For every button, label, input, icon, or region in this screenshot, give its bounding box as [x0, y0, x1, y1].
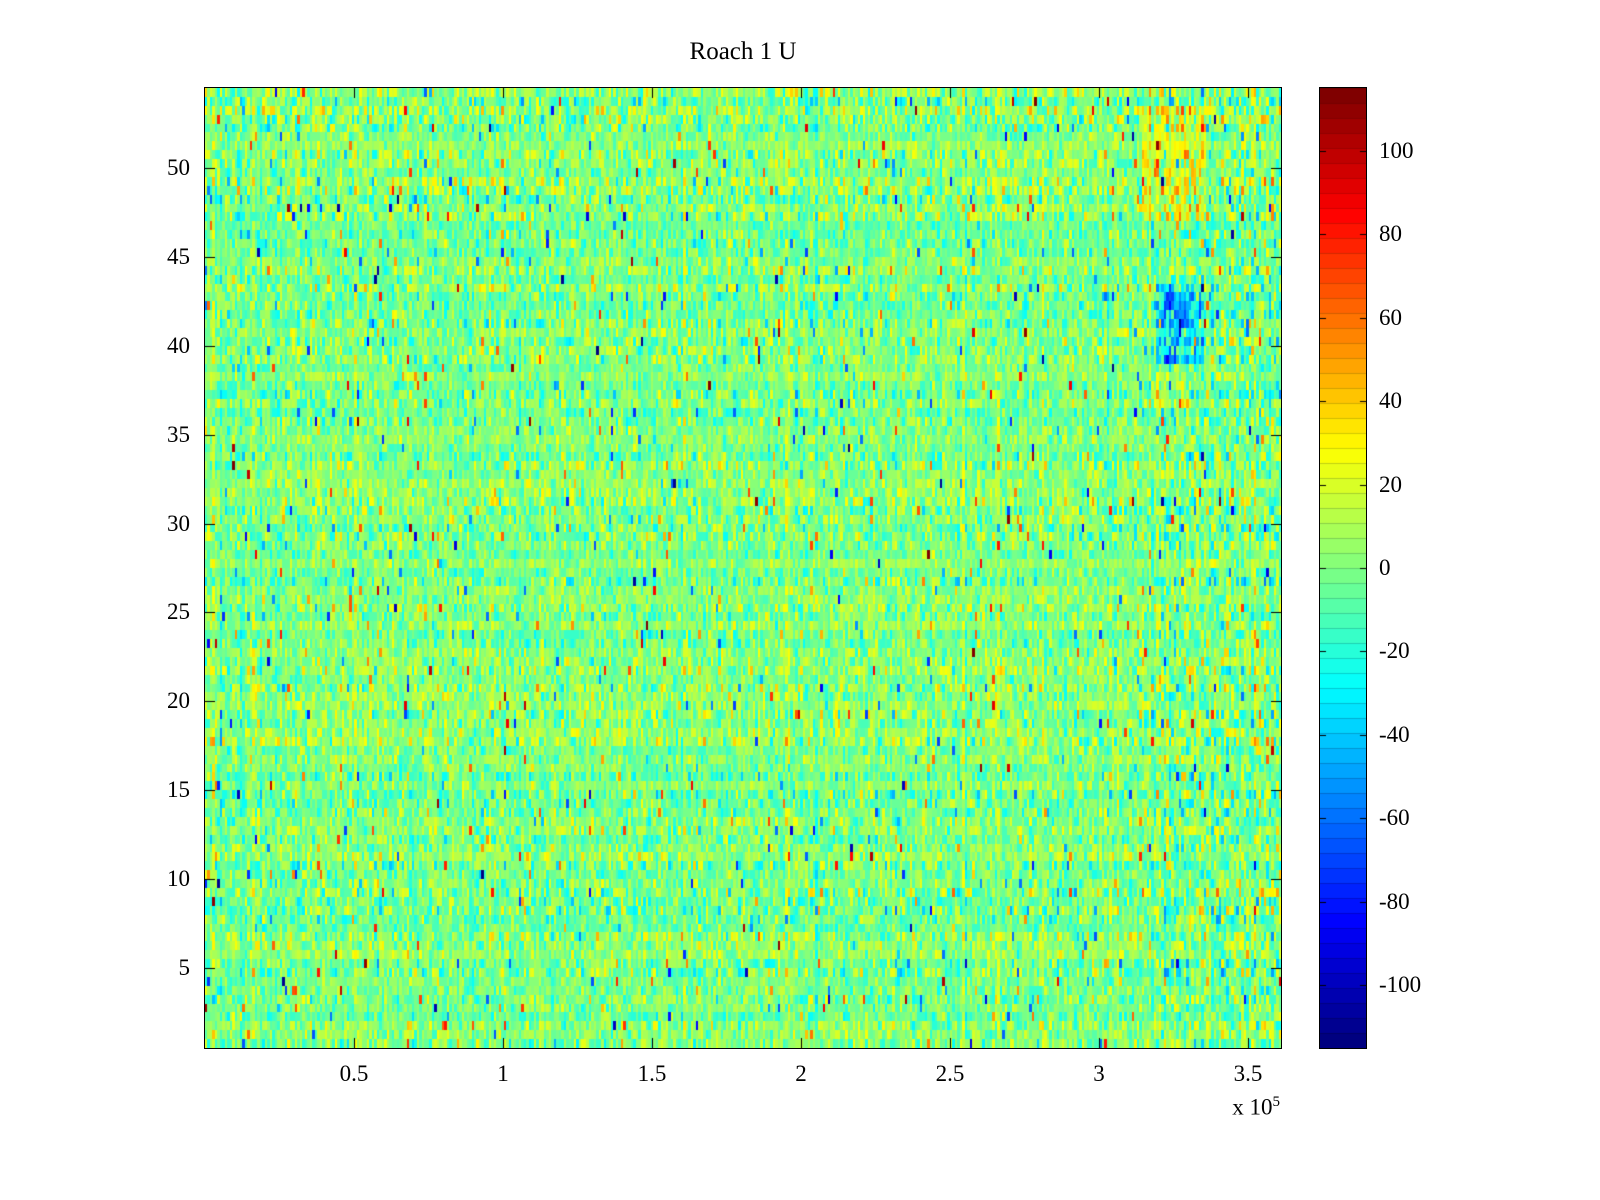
colorbar-tick-label: 80 [1379, 221, 1402, 246]
colorbar-tick-label: -40 [1379, 722, 1410, 747]
x-tick-label: 1 [497, 1061, 509, 1086]
x-tick-label: 1.5 [637, 1061, 667, 1086]
colorbar-tick-label: -100 [1379, 972, 1422, 997]
y-tick-label: 20 [167, 688, 190, 713]
colorbar-tick-label: -60 [1379, 805, 1410, 830]
x-axis-multiplier: x 105 [1160, 1094, 1280, 1121]
x-tick-label: 3 [1093, 1061, 1105, 1086]
y-tick-label: 25 [167, 599, 190, 624]
colorbar-tick-label: -20 [1379, 638, 1410, 663]
x-axis-multiplier-base: x 10 [1232, 1094, 1273, 1120]
x-axis-multiplier-exponent: 5 [1272, 1094, 1281, 1110]
colorbar-tick-label: 100 [1379, 138, 1414, 163]
y-tick-label: 35 [167, 422, 190, 447]
y-tick-label: 45 [167, 244, 190, 269]
x-tick-label: 2 [795, 1061, 807, 1086]
plot-area [204, 87, 1282, 1049]
colorbar-tick-label: 40 [1379, 388, 1402, 413]
colorbar-tick-label: 60 [1379, 305, 1402, 330]
colorbar-tick-label: -80 [1379, 889, 1410, 914]
x-tick-label: 2.5 [935, 1061, 965, 1086]
colorbar [1319, 87, 1367, 1049]
chart-title: Roach 1 U [689, 38, 797, 65]
x-tick-label: 0.5 [339, 1061, 369, 1086]
heatmap-canvas [205, 88, 1281, 1048]
y-tick-label: 40 [167, 333, 190, 358]
y-tick-label: 50 [167, 155, 190, 180]
colorbar-tick-label: 20 [1379, 472, 1402, 497]
colorbar-tick-label: 0 [1379, 555, 1391, 580]
y-tick-label: 30 [167, 511, 190, 536]
colorbar-canvas [1320, 88, 1366, 1048]
y-tick-label: 5 [178, 955, 191, 980]
y-tick-label: 15 [167, 777, 190, 802]
y-tick-label: 10 [167, 866, 190, 891]
x-tick-label: 3.5 [1233, 1061, 1263, 1086]
